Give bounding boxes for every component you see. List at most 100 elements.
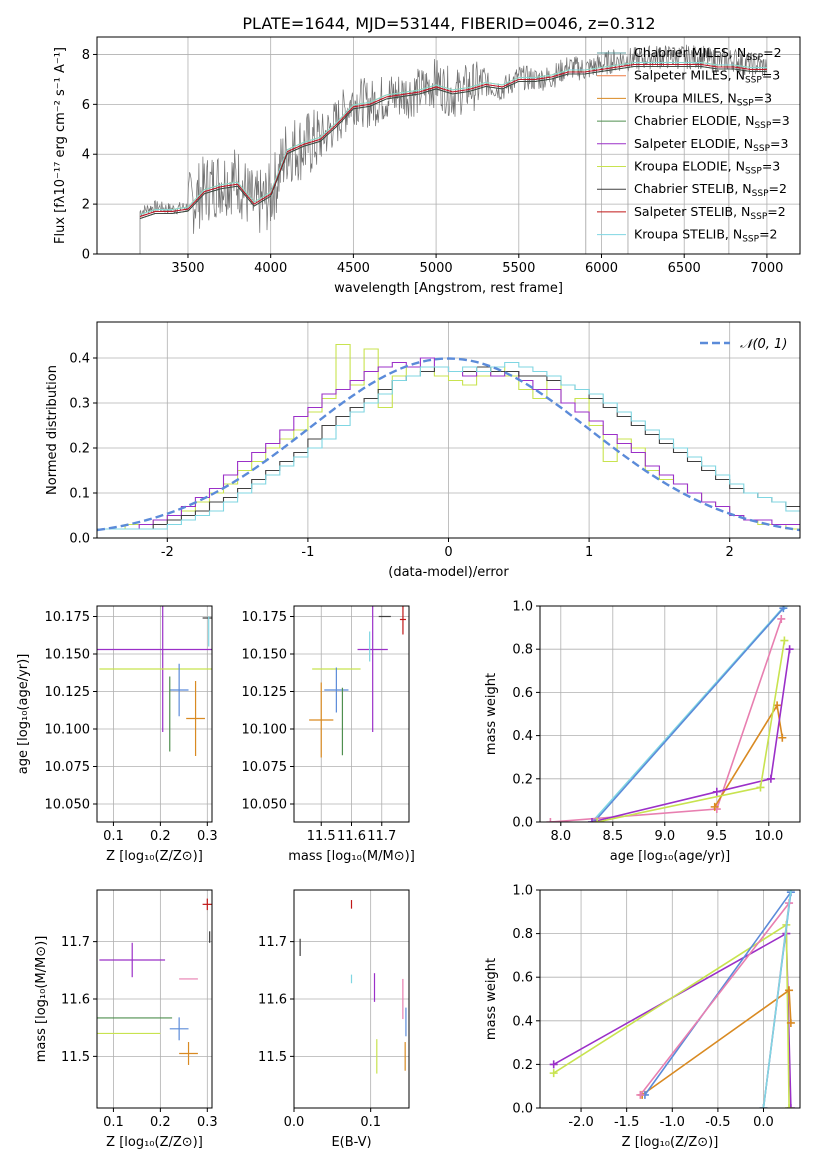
plot-area	[549, 890, 795, 1108]
errorbar-point	[169, 663, 189, 717]
x-tick-label: 0.0	[753, 1115, 774, 1130]
y-tick-label: 0.1	[69, 487, 90, 502]
histogram-series	[97, 361, 800, 530]
x-tick-label: 6500	[668, 261, 701, 276]
legend-label: Chabrier STELIB, NSSP=2	[634, 181, 787, 199]
y-tick-label: 10.125	[45, 685, 91, 700]
x-tick-label: 4500	[337, 261, 370, 276]
x-axis-label: Z [log₁₀(Z/Z⊙)]	[106, 1135, 203, 1150]
mass-weight-marker	[786, 890, 795, 894]
plot-area	[546, 606, 794, 822]
axes-frame	[96, 36, 801, 255]
mass-weight-line	[591, 606, 785, 822]
mass-weight-line	[591, 649, 791, 822]
mass-weight-marker	[786, 1104, 795, 1108]
plot-area	[139, 37, 767, 254]
y-tick-label: 11.5	[61, 1050, 90, 1065]
y-tick-label: 10.050	[45, 798, 91, 813]
age-vs-mass-panel: 11.5 11.6 11.7 10.050 10.075 10.100 10.125 10.1…	[242, 605, 415, 864]
mass-weight-marker	[549, 1060, 558, 1069]
x-tick-label: 8.5	[602, 829, 623, 844]
x-axis-label: (data-model)/error	[388, 565, 509, 580]
mass-weight-marker	[778, 733, 787, 742]
x-tick-label: 9.0	[654, 829, 675, 844]
x-tick-label: 5000	[420, 261, 453, 276]
y-tick-label: 1.0	[512, 600, 533, 615]
y-tick-label: 0.0	[512, 1102, 533, 1117]
x-tick-label: 0.2	[150, 1115, 171, 1130]
x-tick-label: 10.0	[754, 829, 783, 844]
mass-weight-marker	[549, 1069, 558, 1078]
y-tick-label: 0.6	[512, 971, 533, 986]
x-tick-label: 8.0	[550, 829, 571, 844]
spectrum-data-line	[139, 44, 767, 254]
x-axis-label: age [log₁₀(age/yr)]	[610, 849, 731, 864]
x-tick-label: -2.0	[568, 1115, 593, 1130]
x-tick-label: 5500	[502, 261, 535, 276]
y-tick-label: 0.0	[69, 532, 90, 547]
y-tick-label: 10.150	[45, 648, 91, 663]
y-tick-label: 10.125	[242, 685, 288, 700]
y-tick-label: 11.7	[61, 935, 90, 950]
y-tick-label: 0.4	[512, 729, 533, 744]
grid-lines	[294, 606, 409, 822]
x-tick-label: 0.2	[150, 829, 171, 844]
x-tick-label: 3500	[171, 261, 204, 276]
axes-frame	[96, 889, 213, 1109]
mass-weight-marker	[756, 783, 765, 792]
legend-label: 𝒩(0, 1)	[740, 337, 787, 352]
errorbar-point	[97, 606, 212, 732]
spectrum-legend: Chabrier MILES, NSSP=2 Salpeter MILES, NS…	[597, 45, 790, 245]
grid-lines	[293, 890, 409, 1108]
mass-weight-line	[593, 607, 784, 822]
mass-weight-marker	[593, 818, 602, 822]
x-tick-label: 11.5	[307, 829, 336, 844]
y-tick-label: 10.100	[45, 723, 91, 738]
mass-weight-marker	[786, 1018, 795, 1027]
errorbar-point	[179, 1042, 198, 1065]
y-tick-label: 10.175	[45, 610, 91, 625]
mass-weight-marker	[777, 614, 786, 623]
y-tick-label: 6	[82, 98, 90, 113]
y-tick-label: 1.0	[512, 884, 533, 899]
y-tick-label: 10.075	[242, 760, 288, 775]
y-tick-label: 11.6	[61, 993, 90, 1008]
legend-label: Kroupa MILES, NSSP=3	[634, 90, 772, 108]
y-tick-label: 0.4	[512, 1014, 533, 1029]
y-tick-label: 10.050	[242, 798, 288, 813]
y-tick-label: 0.2	[69, 442, 90, 457]
x-tick-label: -1	[301, 545, 314, 560]
legend-label: Salpeter MILES, NSSP=3	[634, 68, 780, 86]
y-tick-label: 0.4	[69, 352, 90, 367]
axes-frame	[539, 605, 801, 823]
mass-vs-metallicity-panel: 0.1 0.2 0.3 11.5 11.6 11.7 Z [log₁₀(Z/Z⊙)] mass…	[34, 889, 218, 1150]
plot-area	[97, 898, 212, 1065]
legend-label: Salpeter ELODIE, NSSP=3	[634, 136, 788, 154]
errorbar-point	[202, 898, 212, 911]
axes-frame	[293, 889, 410, 1109]
x-tick-label: 1	[585, 545, 593, 560]
massweight-vs-metallicity-panel: -2.0 -1.5 -1.0 -0.5 0.0 0.0 0.2 0.4 0.6 0.8 1.0 Z […	[484, 884, 801, 1150]
y-tick-label: 11.7	[258, 935, 287, 950]
y-axis-label: Normed distribution	[45, 365, 60, 495]
figure-title: PLATE=1644, MJD=53144, FIBERID=0046, z=0…	[242, 14, 655, 33]
x-tick-label: -0.5	[705, 1115, 730, 1130]
axes-frame	[96, 605, 213, 823]
mass-weight-marker	[780, 636, 789, 645]
x-axis-label: E(B-V)	[331, 1135, 371, 1150]
spectrum-model-line	[139, 63, 767, 218]
x-tick-label: 7000	[750, 261, 783, 276]
mass-weight-marker	[766, 774, 775, 783]
x-tick-label: 9.5	[706, 829, 727, 844]
y-tick-label: 0.0	[512, 816, 533, 831]
x-tick-label: 0.1	[360, 1115, 381, 1130]
errorbar-point	[399, 606, 406, 635]
x-axis-label: mass [log₁₀(M/M⊙)]	[288, 849, 415, 864]
y-tick-label: 4	[82, 148, 90, 163]
x-tick-label: -1.5	[614, 1115, 639, 1130]
axes-frame	[293, 605, 410, 823]
mass-weight-marker	[710, 802, 719, 811]
spectrum-panel: 3500 4000 4500 5000 5500 6000 6500 7000 0 2 4 6 8 wav…	[53, 36, 801, 296]
x-tick-label: 0.0	[284, 1115, 305, 1130]
